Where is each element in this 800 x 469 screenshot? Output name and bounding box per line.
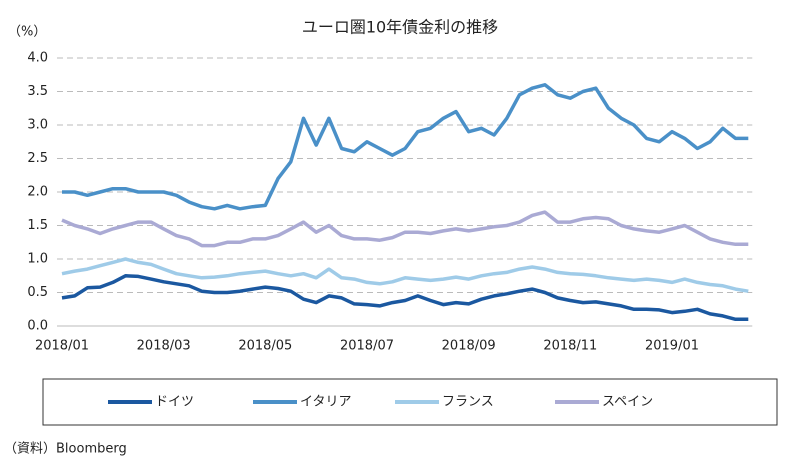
y-tick-label: 3.5 — [27, 84, 48, 99]
legend-label: ドイツ — [155, 395, 194, 410]
y-tick-label: 0.5 — [27, 285, 48, 300]
y-tick-label: 3.0 — [27, 118, 48, 133]
series-line — [62, 83, 749, 211]
x-tick-label: 2018/03 — [137, 339, 191, 354]
legend-label: フランス — [442, 395, 494, 410]
legend-label: スペイン — [602, 395, 653, 410]
y-tick-label: 1.0 — [27, 252, 48, 267]
series-line — [61, 274, 749, 322]
y-tick-label: 4.0 — [27, 51, 48, 66]
x-tick-label: 2018/11 — [543, 339, 597, 354]
x-tick-label: 2019/01 — [645, 339, 699, 354]
y-tick-label: 2.5 — [27, 151, 48, 166]
y-unit: （%） — [8, 25, 46, 40]
y-tick-label: 0.0 — [27, 319, 48, 334]
x-tick-label: 2018/09 — [442, 339, 496, 354]
legend-label: イタリア — [300, 395, 351, 410]
chart-title: ユーロ圏10年債金利の推移 — [302, 18, 498, 37]
x-tick-label: 2018/05 — [238, 339, 292, 354]
source-note: （資料）Bloomberg — [4, 442, 127, 457]
x-tick-label: 2018/07 — [340, 339, 394, 354]
y-tick-label: 1.5 — [27, 218, 48, 233]
series-line — [61, 210, 749, 248]
y-tick-label: 2.0 — [27, 185, 48, 200]
series-line — [61, 257, 749, 293]
legend-box — [42, 378, 778, 426]
x-tick-label: 2018/01 — [35, 339, 89, 354]
